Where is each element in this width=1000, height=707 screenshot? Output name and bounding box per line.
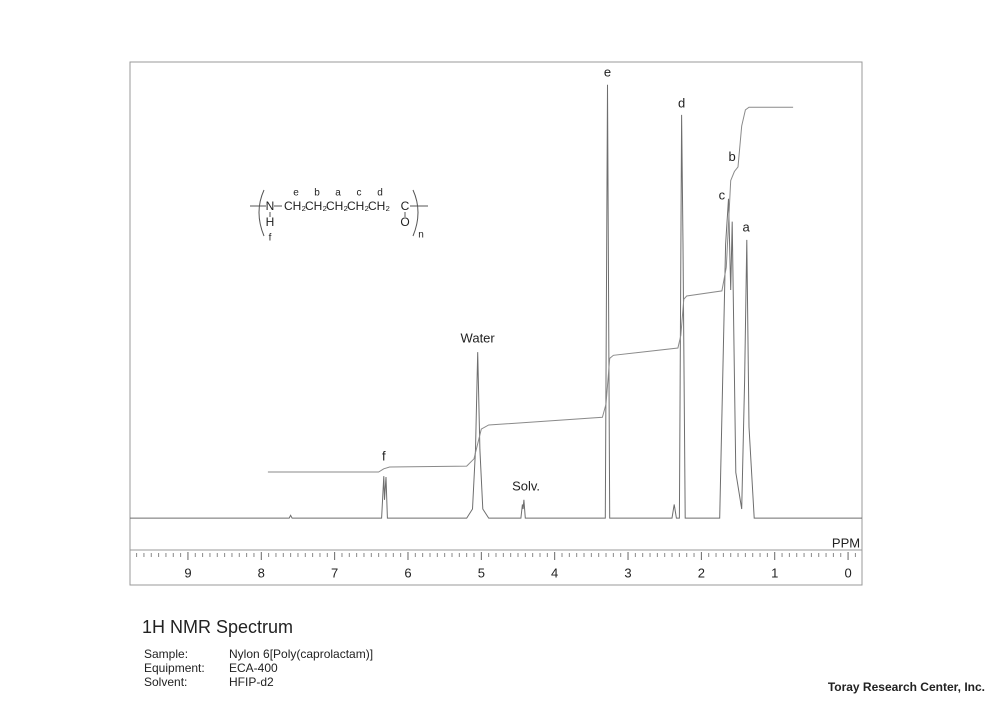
group-label: a [335, 188, 341, 199]
atom: N [266, 199, 275, 213]
peak-label: Solv. [512, 478, 540, 493]
x-tick-label: 1 [771, 565, 778, 580]
group: CH₂ [347, 199, 369, 213]
group: CH₂ [368, 199, 390, 213]
detail-label: Solvent: [144, 675, 187, 689]
group: CH₂ [326, 199, 348, 213]
repeat-label: n [418, 230, 424, 241]
x-tick-label: 5 [478, 565, 485, 580]
credit: Toray Research Center, Inc. [828, 680, 985, 694]
peak-label: Water [461, 330, 496, 345]
group-label: e [293, 188, 299, 199]
group: CH₂ [305, 199, 327, 213]
group: CH₂ [284, 199, 306, 213]
frame [129, 61, 863, 586]
detail-value: ECA-400 [229, 661, 278, 675]
atom: C [401, 199, 410, 213]
group-label: b [314, 188, 320, 199]
atom-label: f [269, 233, 272, 244]
peak-label: e [604, 64, 611, 79]
x-tick-label: 8 [258, 565, 265, 580]
x-tick-label: 3 [624, 565, 631, 580]
peak-label: c [719, 188, 726, 203]
detail-label: Sample: [144, 647, 188, 661]
atom: H [266, 215, 275, 229]
peak-label: a [742, 219, 750, 234]
x-tick-label: 9 [184, 565, 191, 580]
detail-value: Nylon 6[Poly(caprolactam)] [229, 647, 373, 661]
detail-value: HFIP-d2 [229, 675, 274, 689]
x-tick-label: 0 [844, 565, 851, 580]
x-tick-label: 7 [331, 565, 338, 580]
peak-label: b [729, 149, 736, 164]
peak-label: f [382, 448, 386, 463]
group-label: c [357, 188, 362, 199]
x-tick-label: 4 [551, 565, 558, 580]
x-tick-label: 2 [698, 565, 705, 580]
integral-curve [267, 106, 794, 473]
detail-label: Equipment: [144, 661, 205, 675]
group-label: d [377, 188, 383, 199]
peak-label: d [678, 95, 685, 110]
spectrum-line [130, 84, 862, 519]
x-tick-label: 6 [404, 565, 411, 580]
x-axis-label: PPM [832, 535, 860, 550]
atom: O [400, 215, 409, 229]
title: 1H NMR Spectrum [142, 617, 293, 637]
bracket-left [258, 189, 265, 237]
structure [250, 189, 428, 237]
bracket-right [412, 189, 419, 237]
